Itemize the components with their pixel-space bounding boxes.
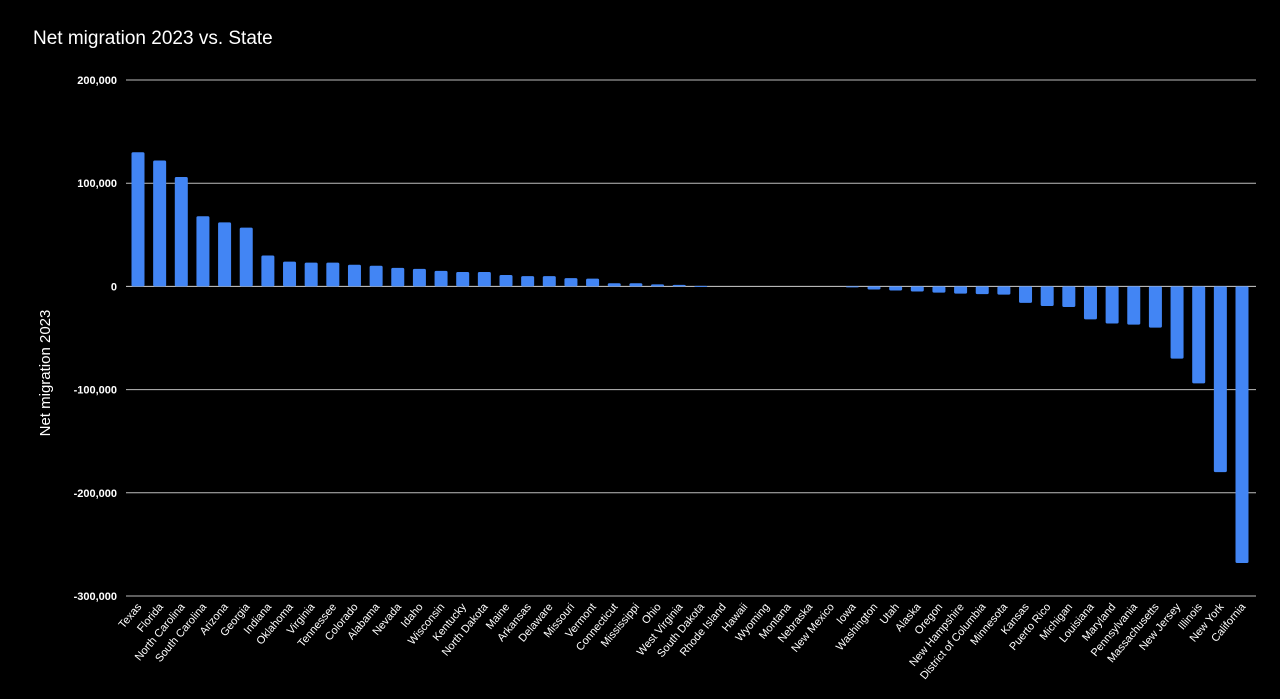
bar (434, 270, 448, 287)
y-tick-label: 0 (111, 281, 117, 293)
bar (651, 284, 665, 287)
bar (283, 261, 297, 287)
bar (607, 283, 621, 287)
bar (1235, 286, 1249, 563)
bar (867, 286, 881, 290)
y-tick-label: 200,000 (77, 75, 117, 87)
bar (131, 152, 145, 287)
bar (261, 255, 275, 287)
bar (975, 286, 989, 295)
y-tick-label: 100,000 (77, 178, 117, 190)
y-tick-label: -300,000 (74, 591, 117, 603)
y-axis-ticks: 200,000 100,000 0 -100,000 -200,000 -300,000 (74, 75, 117, 603)
bar (218, 222, 232, 287)
bar (391, 267, 405, 287)
bar (672, 284, 686, 287)
bar (845, 286, 859, 288)
bar (326, 262, 340, 287)
bar (499, 275, 513, 287)
bar (586, 278, 600, 287)
bar (1062, 286, 1076, 308)
bar (1148, 286, 1162, 328)
bar (369, 265, 383, 287)
bar (954, 286, 968, 294)
chart-title: Net migration 2023 vs. State (33, 28, 273, 49)
bar (347, 264, 361, 287)
bar (153, 160, 167, 287)
bar (456, 271, 470, 287)
bar (239, 227, 253, 287)
y-tick-label: -200,000 (74, 488, 117, 500)
bar (1192, 286, 1206, 384)
bar (889, 286, 903, 291)
bar (412, 268, 426, 287)
bar (1170, 286, 1184, 359)
bar (629, 283, 643, 287)
y-tick-label: -100,000 (74, 385, 117, 397)
gridlines (126, 79, 1256, 597)
bar (1213, 286, 1227, 473)
y-axis-title: Net migration 2023 (37, 310, 54, 437)
bar (521, 276, 535, 287)
bar (1105, 286, 1119, 324)
bar (542, 276, 556, 287)
bar (174, 177, 188, 287)
bar (1040, 286, 1054, 307)
bars (131, 152, 1249, 563)
bar (1083, 286, 1097, 320)
bar (196, 216, 210, 287)
bar (997, 286, 1011, 295)
bar (1127, 286, 1141, 325)
bar (477, 271, 491, 287)
bar (932, 286, 946, 293)
bar (564, 278, 578, 287)
bar (694, 285, 708, 287)
bar (1019, 286, 1033, 303)
bar (910, 286, 924, 292)
bar (304, 262, 318, 287)
